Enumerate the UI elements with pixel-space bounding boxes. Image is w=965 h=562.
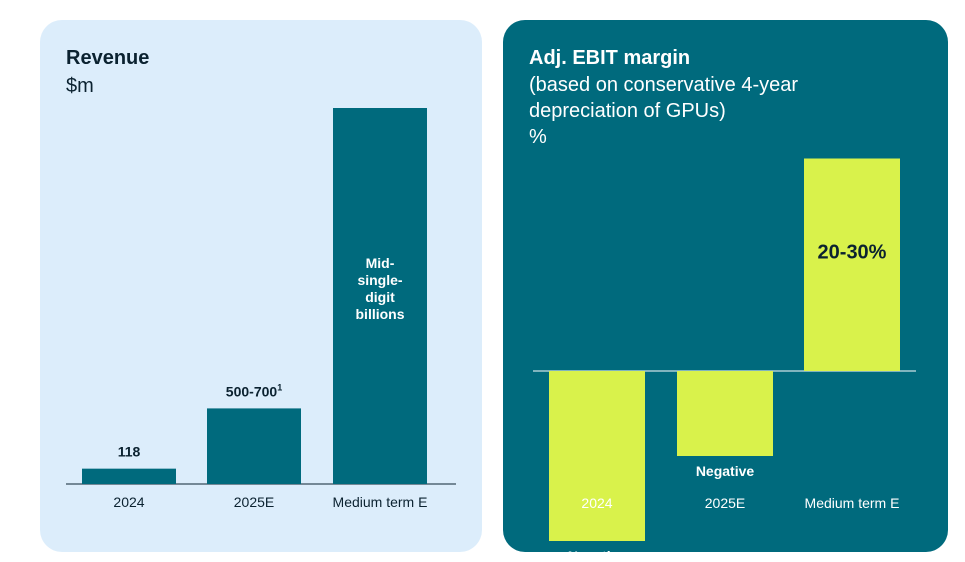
bar [333, 108, 427, 484]
x-tick-label: Medium term E [805, 495, 900, 511]
ebit-margin-unit-label: % [529, 126, 547, 148]
ebit-margin-panel: Adj. EBIT margin (based on conservative … [503, 20, 948, 552]
bar [804, 158, 900, 371]
x-tick-label: 2025E [705, 495, 745, 511]
bar [82, 468, 176, 484]
x-tick-label: 2024 [581, 495, 612, 511]
bar [207, 408, 301, 484]
data-label: Mid-single-digit billions [356, 255, 405, 322]
data-label: 118 [118, 444, 141, 460]
revenue-title: Revenue [66, 47, 150, 69]
ebit-margin-chart: 2024 Negative 2025E Negative Medium term E 20… [533, 158, 916, 552]
bar [677, 371, 773, 456]
data-label: Negative [696, 463, 755, 479]
x-tick-label: Medium term E [333, 494, 428, 510]
ebit-margin-subtitle-line: depreciation of GPUs) [529, 100, 726, 122]
data-label: Negative [568, 548, 627, 552]
data-label: 20-30% [818, 242, 887, 264]
bar [549, 371, 645, 541]
revenue-unit-label: $m [66, 75, 94, 97]
x-tick-label: 2025E [234, 494, 274, 510]
revenue-panel: Revenue $m 2024 118 2025E 500-7001 Medium te… [40, 20, 482, 552]
ebit-margin-subtitle: (based on conservative 4-year depreciati… [529, 72, 798, 150]
x-tick-label: 2024 [113, 494, 144, 510]
data-label: 500-7001 [226, 382, 282, 399]
ebit-margin-subtitle-line: (based on conservative 4-year [529, 74, 799, 96]
revenue-chart: 2024 118 2025E 500-7001 Medium term E Mid-sin… [66, 108, 456, 510]
ebit-margin-title: Adj. EBIT margin [529, 47, 691, 69]
